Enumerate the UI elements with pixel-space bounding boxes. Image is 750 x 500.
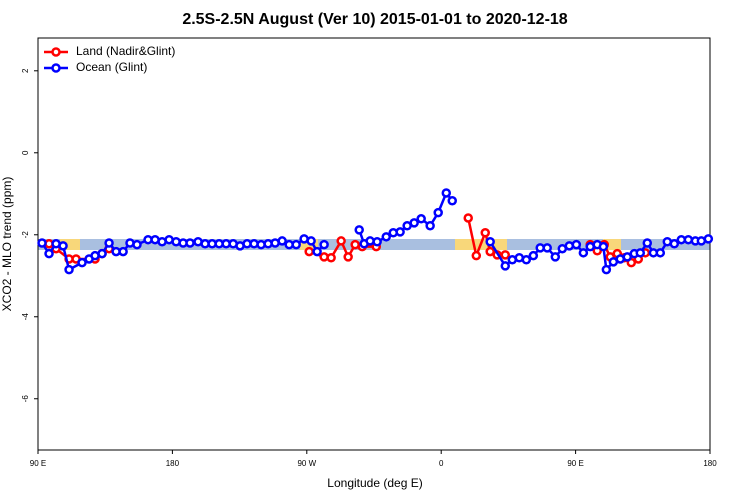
data-point bbox=[118, 246, 128, 257]
data-point bbox=[326, 252, 336, 263]
data-point bbox=[64, 264, 74, 275]
data-point bbox=[312, 246, 322, 257]
y-tick-label: -2 bbox=[21, 231, 30, 239]
data-point bbox=[44, 248, 54, 259]
y-tick-label: 0 bbox=[21, 150, 30, 155]
y-tick-label: -4 bbox=[21, 313, 30, 321]
data-point bbox=[132, 239, 142, 250]
legend-label: Land (Nadir&Glint) bbox=[76, 44, 175, 58]
data-point bbox=[416, 214, 426, 224]
data-point bbox=[433, 207, 443, 218]
data-point bbox=[319, 239, 329, 250]
data-point bbox=[354, 225, 364, 235]
data-point bbox=[343, 252, 353, 262]
data-point bbox=[381, 232, 391, 242]
data-point bbox=[336, 236, 346, 246]
data-point bbox=[425, 221, 435, 231]
data-point bbox=[635, 248, 646, 258]
x-tick-label: 90 E bbox=[567, 459, 583, 468]
data-point bbox=[703, 234, 714, 244]
data-point bbox=[669, 239, 680, 249]
data-point bbox=[485, 246, 495, 257]
data-point bbox=[395, 227, 405, 237]
x-tick-label: 90 E bbox=[30, 459, 46, 468]
data-point bbox=[480, 227, 491, 238]
data-point bbox=[291, 239, 301, 250]
y-tick-label: 2 bbox=[21, 68, 30, 73]
y-axis-label: XCO2 - MLO trend (ppm) bbox=[0, 177, 14, 312]
legend-marker bbox=[51, 47, 61, 57]
data-point bbox=[642, 238, 653, 248]
data-point bbox=[409, 218, 419, 228]
data-point bbox=[655, 248, 666, 258]
data-point bbox=[485, 236, 495, 247]
data-point bbox=[550, 252, 561, 262]
legend-label: Ocean (Glint) bbox=[76, 60, 147, 74]
data-point bbox=[104, 238, 114, 248]
data-point bbox=[77, 257, 87, 268]
data-point bbox=[500, 261, 511, 271]
data-point bbox=[58, 241, 68, 251]
data-point bbox=[97, 248, 107, 259]
legend-marker bbox=[51, 63, 61, 73]
x-tick-label: 0 bbox=[439, 459, 444, 468]
y-tick-label: -6 bbox=[21, 395, 30, 403]
data-point bbox=[463, 213, 473, 223]
data-point bbox=[622, 252, 633, 262]
x-tick-label: 180 bbox=[166, 459, 180, 468]
data-point bbox=[521, 255, 532, 265]
data-point bbox=[528, 250, 539, 261]
data-point bbox=[277, 236, 287, 246]
data-point bbox=[578, 248, 589, 258]
data-point bbox=[601, 264, 612, 275]
data-point bbox=[372, 236, 382, 247]
data-point bbox=[571, 239, 582, 250]
data-point bbox=[471, 250, 482, 261]
data-point bbox=[306, 236, 316, 246]
data-point bbox=[185, 238, 195, 248]
x-axis-label: Longitude (deg E) bbox=[327, 476, 422, 490]
data-point bbox=[441, 188, 452, 198]
data-point bbox=[500, 250, 511, 260]
data-point bbox=[447, 196, 458, 206]
data-point bbox=[304, 246, 314, 257]
x-tick-label: 90 W bbox=[297, 459, 316, 468]
chart-title: 2.5S-2.5N August (Ver 10) 2015-01-01 to … bbox=[182, 11, 567, 28]
data-point bbox=[37, 238, 47, 248]
data-point bbox=[598, 241, 609, 252]
data-point bbox=[542, 243, 552, 253]
x-tick-label: 180 bbox=[703, 459, 717, 468]
